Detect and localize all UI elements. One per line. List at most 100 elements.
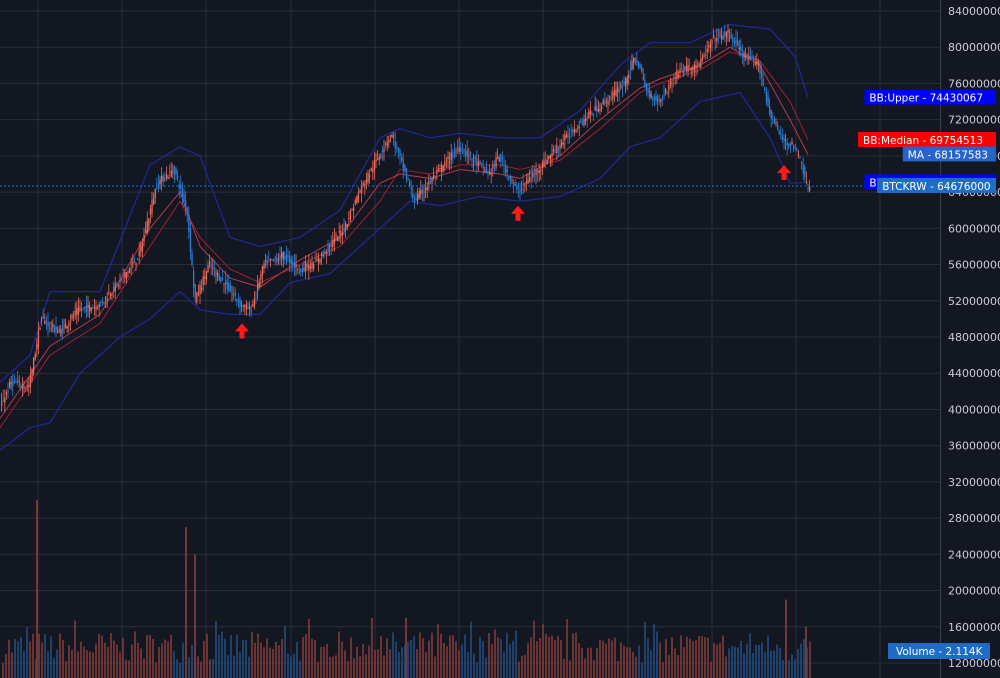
volume-bar — [749, 633, 751, 678]
candle-body — [785, 140, 787, 141]
volume-bar — [671, 637, 673, 678]
volume-bar — [677, 654, 679, 678]
volume-bar — [122, 637, 124, 678]
price-axis[interactable]: 8400000080000000760000007200000068000000… — [940, 0, 1000, 678]
volume-bar — [233, 655, 235, 678]
volume-bar — [599, 639, 601, 678]
candle-body — [757, 61, 760, 66]
candle-body — [495, 157, 497, 168]
candle-body — [716, 37, 718, 42]
volume-bar — [392, 632, 394, 678]
candle-body — [306, 263, 308, 268]
candle-body — [431, 178, 433, 184]
candle-body — [466, 149, 468, 158]
volume-bar — [293, 653, 295, 678]
candle-body — [63, 325, 65, 327]
y-tick-label: 80000000 — [948, 41, 1000, 54]
candle-body — [647, 88, 649, 93]
candle-body — [689, 68, 691, 70]
volume-bar — [164, 639, 166, 678]
volume-bar — [641, 662, 643, 678]
candle-body — [533, 173, 536, 175]
candle-body — [505, 166, 507, 173]
volume-bar — [266, 638, 268, 678]
candle-body — [676, 69, 678, 80]
candle-body — [341, 233, 344, 235]
volume-bar — [323, 646, 325, 678]
volume-bar — [491, 643, 493, 678]
candle-body — [65, 323, 67, 329]
candle-body — [111, 294, 113, 296]
volume-bar — [131, 644, 133, 678]
candle-body — [20, 386, 22, 388]
candle-body — [396, 146, 398, 148]
volume-bar — [140, 648, 142, 678]
candle-body — [117, 285, 120, 286]
candle-body — [453, 151, 456, 154]
volume-bar — [299, 660, 301, 678]
volume-bar — [581, 648, 583, 678]
volume-bar — [773, 650, 775, 678]
candle-body — [217, 272, 219, 276]
candle-body — [207, 265, 209, 273]
grid-lines — [0, 0, 940, 678]
candle-body — [591, 112, 593, 115]
candle-body — [425, 188, 427, 191]
candle-body — [551, 153, 553, 157]
candle-body — [269, 259, 272, 261]
candle-body — [234, 291, 236, 297]
candle-body — [292, 261, 294, 266]
candle-body — [31, 368, 33, 380]
candle-body — [159, 179, 161, 184]
candle-body — [282, 252, 284, 260]
volume-bar — [476, 662, 478, 678]
volume-bar — [557, 635, 559, 678]
candle-body — [87, 304, 89, 308]
volume-bar — [158, 647, 160, 678]
candle-body — [521, 189, 523, 190]
candle-body — [737, 41, 739, 46]
candle-body — [97, 308, 99, 310]
volume-bar — [458, 650, 460, 678]
indicator-tag-ma: MA - 68157583 — [902, 146, 996, 162]
volume-spike-bar — [805, 626, 807, 678]
candle-body — [236, 298, 238, 302]
candle-body — [186, 208, 188, 214]
candle-body — [53, 326, 56, 333]
volume-bar — [224, 638, 226, 678]
candle-body — [92, 308, 94, 309]
candle-body — [588, 112, 590, 118]
volume-bar — [182, 642, 184, 678]
candle-body — [162, 176, 164, 182]
volume-bar — [590, 647, 592, 678]
candle-body — [185, 200, 187, 209]
candle-body — [652, 98, 654, 101]
candle-body — [285, 254, 288, 261]
candle-body — [303, 268, 305, 270]
candle-body — [674, 77, 676, 79]
candle-body — [173, 166, 176, 175]
volume-bar — [602, 640, 604, 678]
candle-body — [481, 163, 483, 165]
volume-bar — [740, 640, 742, 678]
volume-bar — [434, 656, 436, 678]
candle-body — [479, 160, 481, 164]
volume-bar — [356, 646, 358, 678]
indicator-tag-bb-median-bg — [858, 132, 996, 148]
volume-bar — [275, 641, 277, 678]
candle-body — [756, 60, 758, 64]
candle-body — [713, 34, 715, 39]
candle-body — [668, 85, 670, 92]
candle-body — [397, 147, 400, 152]
volume-tag: Volume - 2.114K — [888, 643, 990, 659]
candle-body — [565, 133, 568, 138]
candle-body — [703, 55, 705, 57]
candle-body — [469, 151, 472, 155]
candle-body — [665, 88, 667, 94]
volume-bar — [605, 643, 607, 678]
candle-body — [765, 92, 768, 102]
candle-body — [745, 54, 747, 58]
y-tick-label: 20000000 — [948, 585, 1000, 598]
candle-body — [333, 237, 336, 244]
